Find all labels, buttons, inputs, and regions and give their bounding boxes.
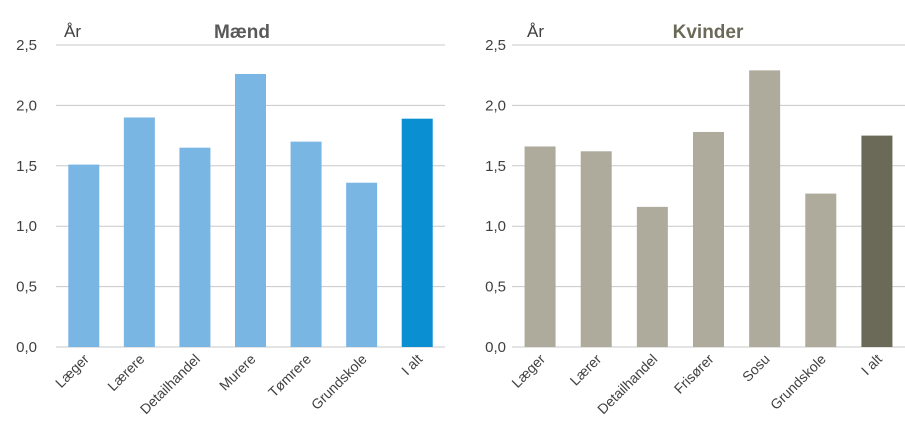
bar <box>123 117 155 347</box>
x-category-label: I alt <box>398 351 425 378</box>
y-tick-label: 0,0 <box>485 339 506 356</box>
x-category-label: I alt <box>858 351 885 378</box>
bar <box>179 147 211 347</box>
y-tick-label: 2,0 <box>485 97 506 114</box>
bar <box>346 182 378 347</box>
bar <box>524 146 556 347</box>
y-tick-label: 1,5 <box>485 158 506 175</box>
y-tick-label: 0,5 <box>16 279 37 296</box>
y-axis-unit-label: År <box>64 22 81 41</box>
x-category-label: Murere <box>216 351 259 394</box>
x-category-label: Sosu <box>739 351 773 385</box>
y-tick-label: 1,5 <box>16 158 37 175</box>
bar <box>290 141 322 347</box>
bar-total <box>401 118 433 347</box>
chart-panel-maend: 0,0 0,5 1,0 1,5 2,0 2,5 År Mænd Læger LærereDetai… <box>16 22 445 417</box>
x-category-label: Detailhandel <box>137 351 203 417</box>
x-category-label: Læger <box>52 351 92 391</box>
chart-title: Kvinder <box>673 22 744 43</box>
chart-panel-kvinder: 0,0 0,5 1,0 1,5 2,0 2,5 År Kvinder Læger LærerDet… <box>485 22 905 417</box>
y-axis-unit-label: År <box>527 22 544 41</box>
chart-title: Mænd <box>214 22 270 43</box>
bar <box>68 164 100 347</box>
bar <box>636 206 668 347</box>
y-tick-label: 2,5 <box>485 37 506 54</box>
bar-total <box>861 135 893 347</box>
x-category-label: Læger <box>508 351 548 391</box>
y-tick-label: 2,0 <box>16 97 37 114</box>
bar <box>805 193 837 347</box>
x-category-label: Frisører <box>671 351 717 397</box>
y-tick-label: 1,0 <box>16 218 37 235</box>
bar <box>580 151 612 347</box>
x-category-label: Lærer <box>567 351 605 389</box>
y-tick-label: 2,5 <box>16 37 37 54</box>
bar <box>693 131 724 347</box>
y-tick-label: 1,0 <box>485 218 506 235</box>
y-tick-label: 0,0 <box>16 339 37 356</box>
bar <box>749 70 781 348</box>
x-category-label: Grundskole <box>308 351 370 413</box>
x-category-label: Grundskole <box>767 351 829 413</box>
x-category-label: Lærere <box>104 351 147 394</box>
x-category-label: Detailhandel <box>594 351 660 417</box>
bar <box>235 73 266 347</box>
x-category-label: Tømrere <box>265 351 314 400</box>
y-tick-label: 0,5 <box>485 279 506 296</box>
